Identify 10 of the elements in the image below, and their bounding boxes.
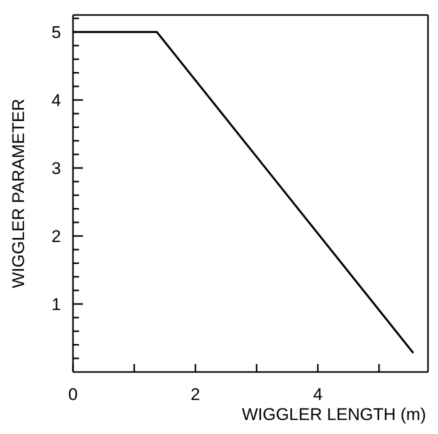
x-tick-label: 0 (68, 385, 78, 404)
y-tick-label: 3 (52, 159, 61, 178)
x-tick-label: 2 (190, 385, 200, 404)
y-tick-label: 2 (52, 227, 61, 246)
x-tick-label: 4 (313, 385, 323, 404)
y-axis-title: WIGGLER PARAMETER (9, 98, 28, 288)
y-tick-label: 1 (52, 295, 61, 314)
y-tick-label: 4 (52, 91, 61, 110)
y-tick-label: 5 (52, 23, 61, 42)
x-axis-title: WIGGLER LENGTH (m) (242, 405, 426, 424)
